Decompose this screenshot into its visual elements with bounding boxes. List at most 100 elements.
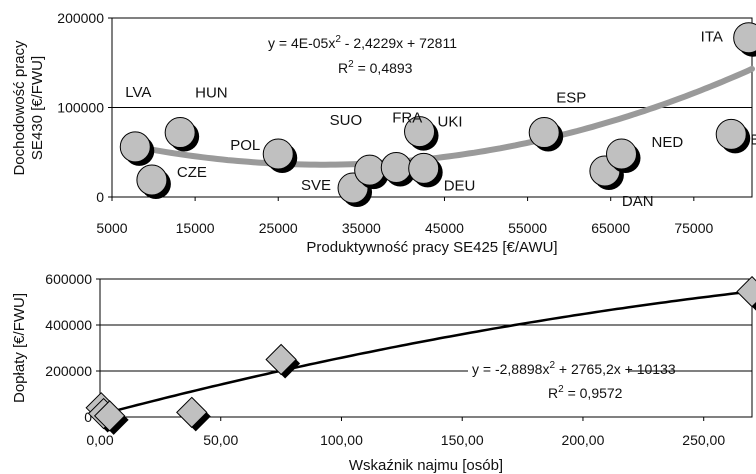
- x-tick-label: 15000: [176, 220, 215, 236]
- x-tick-label: 250,00: [682, 432, 725, 448]
- top-r2-label: R: [338, 60, 348, 76]
- bottom-equation-rest: + 2765,2x + 10133: [555, 361, 676, 377]
- y-tick-label: 0: [84, 409, 92, 425]
- point-label: LVA: [125, 84, 151, 101]
- point-label: ESP: [556, 90, 586, 107]
- marker: [354, 154, 386, 186]
- marker: [119, 131, 151, 163]
- top-equation-rest: - 2,4229x + 72811: [341, 35, 457, 51]
- data-point: [262, 138, 298, 174]
- bottom-r2: R2 = 0,9572: [548, 384, 623, 401]
- y-tick-label: 400000: [45, 317, 92, 333]
- bottom-equation-background: [468, 356, 628, 404]
- bottom-data-points: [85, 275, 756, 435]
- y-tick-label: 200000: [57, 10, 104, 26]
- point-label: FRA: [392, 109, 422, 126]
- marker: [176, 396, 208, 429]
- x-tick-label: 100,00: [320, 432, 363, 448]
- top-equation-main: y = 4E-05x: [268, 35, 335, 51]
- point-label: HUN: [195, 85, 228, 102]
- data-point: [93, 400, 129, 435]
- y-tick-label: 200000: [45, 363, 92, 379]
- top-y-tick-labels: 0 100000 200000: [57, 10, 104, 205]
- top-point-labels: LVA CZE HUN POL SVE SUO FRA UKI DEU ESP DAN NED BEL I…: [125, 29, 756, 210]
- bottom-r2-value: = 0,9572: [564, 385, 623, 401]
- point-label: UKI: [438, 114, 463, 131]
- bottom-equation-main: y = -2,8898x: [472, 361, 549, 377]
- bottom-x-axis-label: Wskaźnik najmu [osób]: [349, 457, 503, 474]
- marker: [528, 117, 560, 149]
- trendline-curve: [132, 65, 755, 168]
- bottom-r2-label: R: [548, 385, 558, 401]
- marker: [606, 138, 638, 170]
- data-point: [265, 343, 301, 379]
- marker: [380, 151, 412, 183]
- trendline-curve: [103, 290, 754, 415]
- bottom-equation: y = -2,8898x2 + 2765,2x + 10133: [472, 360, 676, 377]
- data-point: [715, 118, 751, 154]
- marker: [262, 138, 294, 170]
- data-point: [119, 131, 155, 166]
- point-label: DEU: [444, 177, 476, 194]
- top-y-axis-label-line2: SE430 [€/FWU]: [29, 56, 46, 160]
- data-point: [354, 154, 389, 190]
- x-tick-label: 50,00: [203, 432, 238, 448]
- y-tick-label: 600000: [45, 271, 92, 287]
- top-r2-exponent: 2: [348, 59, 354, 70]
- marker: [408, 152, 440, 184]
- point-label: DAN: [622, 193, 654, 210]
- top-x-axis-label: Produktywność pracy SE425 [€/AWU]: [306, 239, 557, 256]
- data-point: [176, 396, 211, 432]
- x-tick-label: 0,00: [86, 432, 113, 448]
- bottom-y-tick-labels: 0 200000 400000 600000: [45, 271, 92, 425]
- top-equation: y = 4E-05x2 - 2,4229x + 72811: [268, 34, 457, 51]
- data-point: [733, 22, 756, 57]
- bottom-y-axis-label: Dopłaty [€/FWU]: [11, 293, 28, 403]
- bottom-r2-exponent: 2: [558, 384, 564, 395]
- top-r2-value: = 0,4893: [354, 60, 413, 76]
- data-point: [136, 164, 171, 199]
- bottom-gridlines: [96, 278, 752, 421]
- bottom-plot-area: [99, 278, 753, 418]
- top-equation-exponent: 2: [335, 34, 341, 45]
- point-label: NED: [652, 134, 684, 151]
- data-point: [606, 138, 641, 174]
- point-label: BEL: [750, 131, 756, 148]
- marker: [733, 22, 756, 54]
- data-point: [164, 117, 200, 152]
- bottom-x-tick-labels: 0,00 50,00 100,00 150,00 200,00 250,00: [86, 432, 725, 448]
- point-label: SVE: [301, 177, 331, 194]
- x-tick-label: 65000: [591, 220, 630, 236]
- x-tick-label: 45000: [425, 220, 464, 236]
- marker: [136, 164, 168, 196]
- bottom-trendline: [103, 290, 754, 415]
- top-scatter-chart: 0 100000 200000 5000 15000 25000 35000 45000 55…: [11, 10, 756, 256]
- x-tick-label: 200,00: [562, 432, 605, 448]
- point-label: ITA: [701, 29, 723, 46]
- top-r2: R2 = 0,4893: [338, 59, 413, 76]
- top-x-tick-labels: 5000 15000 25000 35000 45000 55000 65000 75000: [96, 220, 713, 236]
- x-tick-label: 25000: [259, 220, 298, 236]
- x-tick-label: 35000: [342, 220, 381, 236]
- point-label: SUO: [330, 112, 363, 129]
- data-point: [736, 275, 756, 311]
- y-tick-label: 100000: [57, 100, 104, 116]
- data-point: [528, 117, 564, 152]
- marker: [265, 343, 297, 376]
- data-point: [404, 116, 439, 151]
- marker: [164, 117, 196, 149]
- x-tick-label: 5000: [96, 220, 127, 236]
- x-tick-label: 75000: [674, 220, 713, 236]
- y-tick-label: 0: [96, 189, 104, 205]
- bottom-equation-exponent: 2: [549, 360, 555, 371]
- marker: [93, 400, 126, 432]
- marker: [404, 116, 436, 148]
- top-y-axis-label-line1: Dochodowość pracy: [11, 40, 28, 176]
- top-trendline: [132, 65, 755, 168]
- x-tick-label: 55000: [508, 220, 547, 236]
- top-data-points: [119, 22, 756, 208]
- point-label: POL: [230, 137, 260, 154]
- data-point: [380, 151, 416, 187]
- x-tick-label: 150,00: [441, 432, 484, 448]
